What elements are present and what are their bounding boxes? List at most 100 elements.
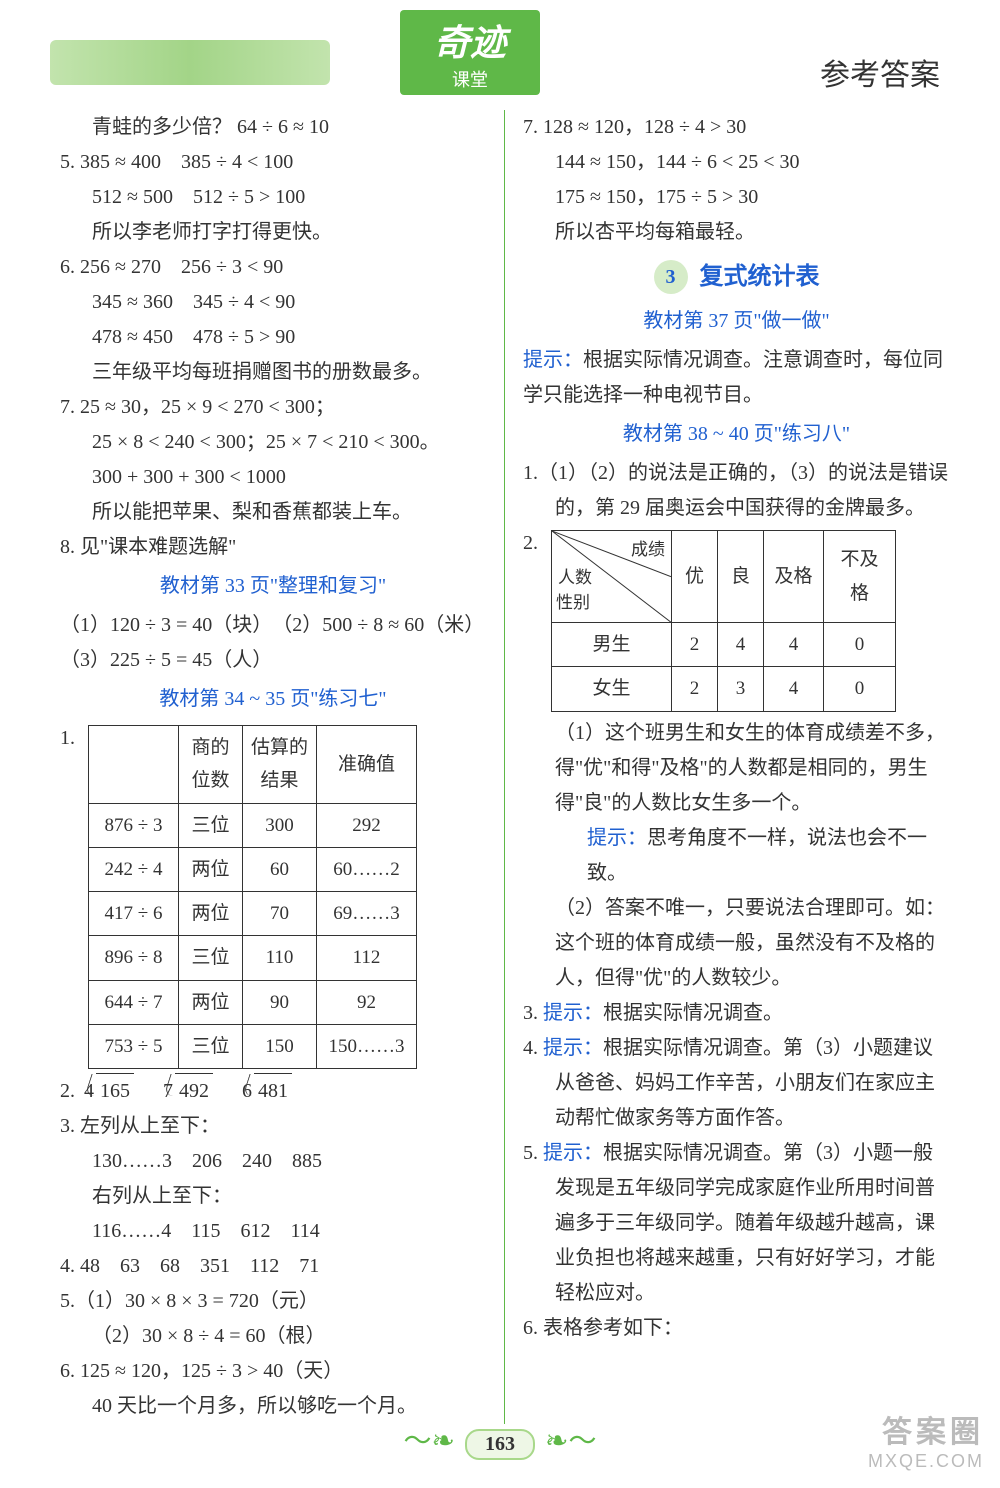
dividend: 481 [254,1073,292,1109]
text-line: 所以杏平均每箱最轻。 [523,215,950,250]
hint-body: 根据实际情况调查。注意调查时，每位同学只能选择一种电视节目。 [523,349,943,406]
text-line: 6. 125 ≈ 120，125 ÷ 3 > 40（天） [60,1354,486,1389]
content-columns: 青蛙的多少倍？ 64 ÷ 6 ≈ 10 5. 385 ≈ 400 385 ÷ 4… [0,100,1000,1424]
text-line: （3）225 ÷ 5 = 45（人） [60,643,486,678]
table-row: 女生2340 [552,667,896,711]
text-line: 25 × 8 < 240 < 300；25 × 7 < 210 < 300。 [60,425,486,460]
table-row: 男生2440 [552,623,896,667]
long-division-row: 2. 4165 7492 6481 [60,1073,486,1109]
text-line: 3. 提示：根据实际情况调查。 [523,996,950,1031]
hint-label: 提示： [587,827,647,849]
text-line: 8. 见"课本难题选解" [60,530,486,565]
right-column: 7. 128 ≈ 120，128 ÷ 4 > 30 144 ≈ 150，144 … [505,110,950,1424]
cell: 4 [764,667,824,711]
text-line: 512 ≈ 500 512 ÷ 5 > 100 [60,180,486,215]
cell: 男生 [552,623,672,667]
badge-sub-text: 课堂 [452,66,488,92]
cell: 70 [243,892,317,936]
section-heading: 教材第 33 页"整理和复习" [60,569,486,604]
diagonal-header-cell: 成绩 人数 性别 [552,531,672,623]
text-line: 116……4 115 612 114 [60,1214,486,1249]
cell: 两位 [179,892,243,936]
cell: 417 ÷ 6 [89,892,179,936]
diag-label-top: 成绩 [631,535,665,565]
table-quotient: 商的位数 估算的结果 准确值 876 ÷ 3三位300292 242 ÷ 4两位… [88,725,417,1069]
table-scores: 成绩 人数 性别 优 良 及格 不及格 男生2440 女生2340 [551,530,896,712]
cell: 两位 [179,980,243,1024]
hint-body: 根据实际情况调查。第（3）小题建议从爸爸、妈妈工作辛苦，小朋友们在家应主动帮忙做… [555,1037,935,1129]
text-line: 1.（1）（2）的说法是正确的，（3）的说法是错误的，第 29 届奥运会中国获得… [523,456,950,526]
text-line: 478 ≈ 450 478 ÷ 5 > 90 [60,320,486,355]
cell: 三位 [179,803,243,847]
text-line: 6. 256 ≈ 270 256 ÷ 3 < 90 [60,250,486,285]
cell: 150……3 [317,1024,417,1068]
text-line: 青蛙的多少倍？ 64 ÷ 6 ≈ 10 [60,110,486,145]
table-header: 估算的结果 [243,726,317,804]
cell: 150 [243,1024,317,1068]
text-line: （1）120 ÷ 3 = 40（块） （2）500 ÷ 8 ≈ 60（米） [60,608,486,643]
cell: 300 [243,803,317,847]
page-number: 163 [465,1429,535,1460]
cell: 60……2 [317,847,417,891]
long-division: 4165 [84,1073,134,1109]
diag-label-bot: 性别 [556,588,590,618]
text-line: 130……3 206 240 885 [60,1144,486,1179]
cell: 110 [243,936,317,980]
cell: 69……3 [317,892,417,936]
question-number: 2. [523,526,551,561]
hint-label: 提示： [523,349,583,371]
table-row: 644 ÷ 7两位9092 [89,980,417,1024]
text-line: 提示：思考角度不一样，说法也会不一致。 [523,821,950,891]
cell: 753 ÷ 5 [89,1024,179,1068]
table-header [89,726,179,804]
brand-badge: 奇迹 课堂 [400,10,540,95]
hint-body: 根据实际情况调查。 [603,1002,783,1024]
cell: 三位 [179,936,243,980]
cell: 896 ÷ 8 [89,936,179,980]
table-row: 753 ÷ 5三位150150……3 [89,1024,417,1068]
text-line: 345 ≈ 360 345 ÷ 4 < 90 [60,285,486,320]
cell: 292 [317,803,417,847]
table-row: 成绩 人数 性别 优 良 及格 不及格 [552,531,896,623]
chapter-title: 复式统计表 [700,256,820,298]
cell: 0 [824,623,896,667]
section-heading: 教材第 38 ~ 40 页"练习八" [523,417,950,452]
text-line: 5. 385 ≈ 400 385 ÷ 4 < 100 [60,145,486,180]
table-header: 及格 [764,531,824,623]
text-line: 3. 左列从上至下： [60,1109,486,1144]
text-line: 175 ≈ 150，175 ÷ 5 > 30 [523,180,950,215]
hint-label: 提示： [543,1037,603,1059]
cell: 2 [672,623,718,667]
page-footer: 〜❧ 163 ❧〜 [0,1419,1000,1460]
text-line: 300 + 300 + 300 < 1000 [60,460,486,495]
cell: 3 [718,667,764,711]
chapter-heading: 3 复式统计表 [523,256,950,298]
question-number: 1. [60,721,88,756]
text-line: 提示：根据实际情况调查。注意调查时，每位同学只能选择一种电视节目。 [523,343,950,413]
cell: 644 ÷ 7 [89,980,179,1024]
table-header: 准确值 [317,726,417,804]
text-line: 4. 提示：根据实际情况调查。第（3）小题建议从爸爸、妈妈工作辛苦，小朋友们在家… [523,1031,950,1136]
section-heading: 教材第 37 页"做一做" [523,304,950,339]
text-line: 右列从上至下： [60,1179,486,1214]
watermark-url: MXQE.COM [868,1451,984,1472]
text-line: 144 ≈ 150，144 ÷ 6 < 25 < 30 [523,145,950,180]
left-column: 青蛙的多少倍？ 64 ÷ 6 ≈ 10 5. 385 ≈ 400 385 ÷ 4… [60,110,505,1424]
cell: 90 [243,980,317,1024]
table-header: 优 [672,531,718,623]
text-line: 所以李老师打字打得更快。 [60,215,486,250]
table-row: 417 ÷ 6两位7069……3 [89,892,417,936]
chapter-number-badge: 3 [654,260,688,294]
section-heading: 教材第 34 ~ 35 页"练习七" [60,682,486,717]
text-line: 5. 提示：根据实际情况调查。第（3）小题一般发现是五年级同学完成家庭作业所用时… [523,1136,950,1311]
cell: 两位 [179,847,243,891]
table-row: 242 ÷ 4两位6060……2 [89,847,417,891]
table-row: 商的位数 估算的结果 准确值 [89,726,417,804]
dividend: 165 [96,1073,134,1109]
cell: 女生 [552,667,672,711]
text-line: 所以能把苹果、梨和香蕉都装上车。 [60,495,486,530]
text-line: （2）答案不唯一，只要说法合理即可。如：这个班的体育成绩一般，虽然没有不及格的人… [523,891,950,996]
cell: 60 [243,847,317,891]
hint-label: 提示： [543,1142,603,1164]
header-right-title: 参考答案 [820,50,940,94]
